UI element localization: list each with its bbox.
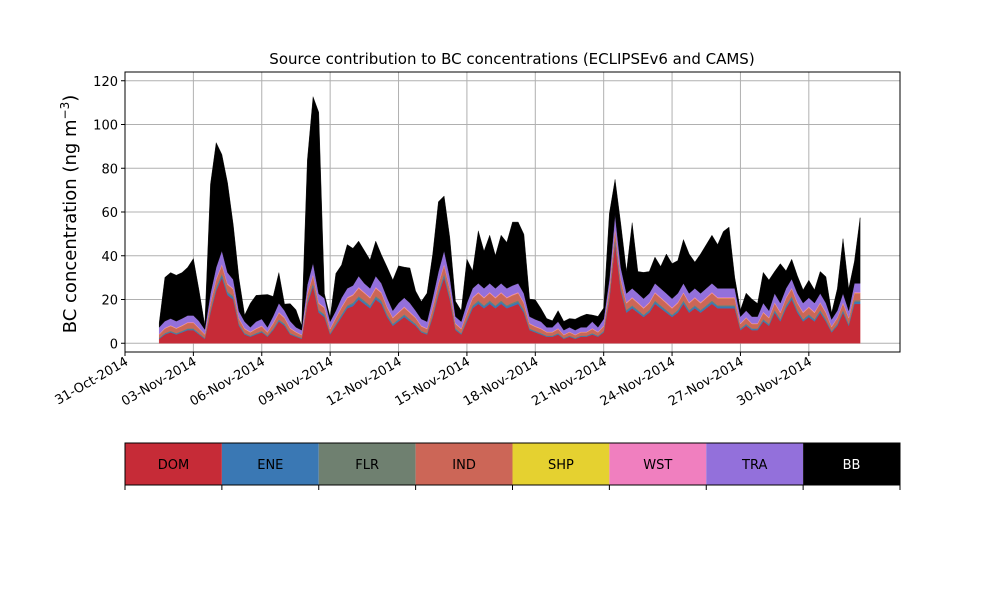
x-tick-label-group: 09-Nov-2014	[256, 354, 336, 409]
y-axis-label-text: BC concentration (ng m	[60, 119, 81, 333]
y-tick-label: 0	[110, 337, 118, 352]
x-tick-label-group: 18-Nov-2014	[461, 354, 541, 409]
y-tick-label: 80	[101, 162, 118, 177]
legend-swatch-shp	[512, 443, 610, 485]
legend-label-wst: WST	[643, 458, 672, 473]
x-tick-label: 21-Nov-2014	[529, 354, 609, 409]
legend-label-bb: BB	[843, 458, 861, 473]
x-tick-label: 31-Oct-2014	[53, 354, 131, 408]
x-tick-label: 30-Nov-2014	[735, 354, 815, 409]
y-tick-label: 120	[93, 75, 118, 90]
legend-label-tra: TRA	[741, 458, 767, 473]
x-tick-label-group: 24-Nov-2014	[598, 354, 678, 409]
legend-colorbar: DOM ENE FLR IND SHP WST TRA BB	[124, 442, 901, 490]
y-axis-label-close: )	[60, 95, 81, 102]
x-tick-label-group: 31-Oct-2014	[53, 354, 131, 408]
x-tick-label-group: 27-Nov-2014	[666, 354, 746, 409]
y-axis-label: BC concentration (ng m−3)	[58, 95, 81, 334]
plot-area: 0 20 40 60 80 100 120 31-Oct-201403-Nov-201406-…	[53, 71, 901, 409]
y-tick-label: 100	[93, 119, 118, 134]
y-axis-label-exponent: −3	[58, 102, 72, 120]
area-series-bb	[158, 96, 861, 331]
x-tick-label: 06-Nov-2014	[187, 354, 267, 409]
legend-label-ene: ENE	[257, 458, 283, 473]
x-tick-label-group: 03-Nov-2014	[119, 354, 199, 409]
x-tick-label: 15-Nov-2014	[393, 354, 473, 409]
legend-label-dom: DOM	[158, 458, 189, 473]
legend-swatch-bb	[803, 443, 900, 485]
legend-swatch-ind	[415, 443, 513, 485]
x-tick-label: 24-Nov-2014	[598, 354, 678, 409]
x-tick-label: 09-Nov-2014	[256, 354, 336, 409]
legend-label-flr: FLR	[355, 458, 379, 473]
svg-text:BC concentration (ng m−3): BC concentration (ng m−3)	[58, 95, 81, 334]
x-tick-label: 03-Nov-2014	[119, 354, 199, 409]
x-tick-label: 18-Nov-2014	[461, 354, 541, 409]
x-tick-label-group: 15-Nov-2014	[393, 354, 473, 409]
x-tick-label: 12-Nov-2014	[324, 354, 404, 409]
x-tick-label-group: 30-Nov-2014	[735, 354, 815, 409]
legend-label-shp: SHP	[548, 458, 574, 473]
legend-swatch-wst	[609, 443, 707, 485]
x-tick-label-group: 21-Nov-2014	[529, 354, 609, 409]
legend-label-ind: IND	[452, 458, 476, 473]
legend-swatch-flr	[318, 443, 416, 485]
chart-title: Source contribution to BC concentrations…	[269, 50, 754, 68]
legend-swatch-tra	[706, 443, 804, 485]
x-tick-label-group: 12-Nov-2014	[324, 354, 404, 409]
y-tick-label: 20	[101, 294, 118, 309]
legend-swatch-dom	[125, 443, 222, 485]
legend-swatch-ene	[221, 443, 319, 485]
y-tick-label: 40	[101, 250, 118, 265]
x-tick-label: 27-Nov-2014	[666, 354, 746, 409]
y-tick-label: 60	[101, 206, 118, 221]
x-tick-label-group: 06-Nov-2014	[187, 354, 267, 409]
